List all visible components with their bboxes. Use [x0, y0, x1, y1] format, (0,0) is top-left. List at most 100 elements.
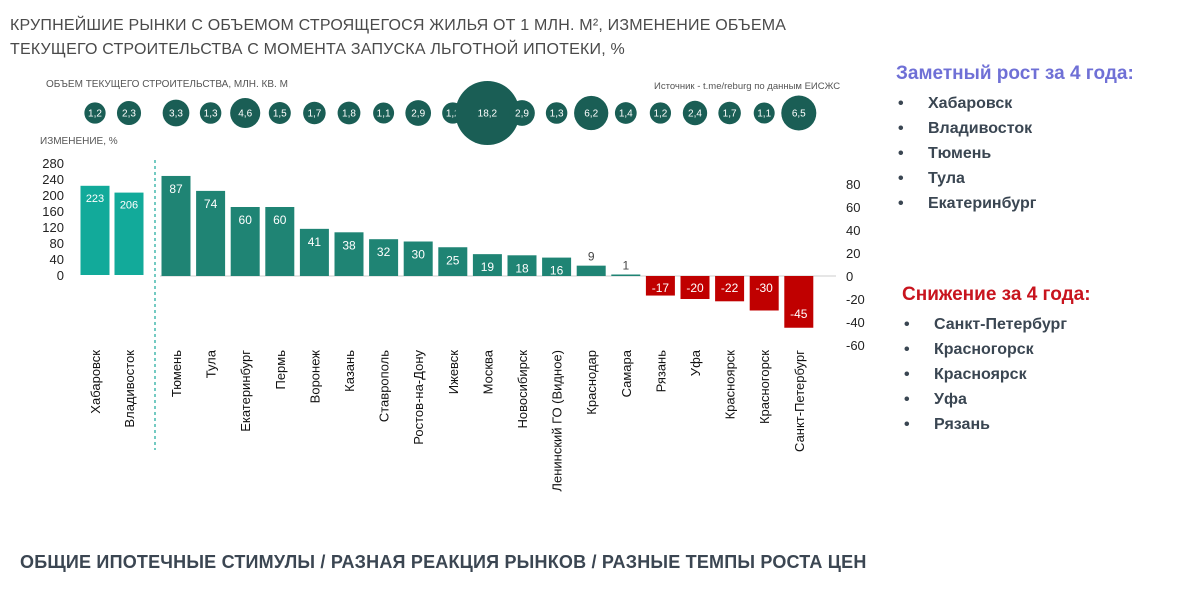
- volume-bubble: [337, 101, 361, 125]
- right-y-tick-label: 20: [846, 246, 860, 261]
- bar-value-label: -22: [721, 281, 739, 295]
- volume-bubble-label: 1,3: [204, 109, 218, 120]
- category-label: Екатеринбург: [238, 350, 253, 432]
- source-note: Источник - t.me/reburg по данным ЕИСЖС: [654, 81, 841, 92]
- right-y-tick-label: 60: [846, 200, 860, 215]
- bullet-icon: •: [898, 95, 904, 112]
- volume-bubble: [116, 100, 142, 126]
- bar-value-label: 41: [308, 235, 322, 249]
- volume-bubble-label: 1,3: [550, 109, 564, 120]
- decline-list-item: • Санкт-Петербург: [902, 312, 1091, 337]
- right-y-tick-label: 80: [846, 177, 860, 192]
- left-y-tick-label: 120: [42, 220, 64, 235]
- bullet-icon: •: [898, 145, 904, 162]
- volume-bubble-label: 2,9: [515, 109, 529, 120]
- category-label: Казань: [342, 350, 357, 392]
- bar-value-label: 74: [204, 197, 218, 211]
- bar: [196, 190, 226, 276]
- bar-value-label: 223: [86, 193, 104, 205]
- volume-bubble: [682, 100, 708, 126]
- decline-list-item: • Красногорск: [902, 337, 1091, 362]
- bullet-icon: •: [904, 316, 910, 333]
- volume-bubble: [781, 95, 817, 131]
- decline-list-item: • Рязань: [902, 412, 1091, 437]
- bar: [114, 192, 144, 275]
- bar-value-label: 38: [342, 238, 356, 252]
- bullet-icon: •: [904, 391, 910, 408]
- category-label: Хабаровск: [88, 350, 103, 414]
- left-y-tick-label: 200: [42, 188, 64, 203]
- volume-bubble-label: 1,2: [653, 109, 667, 120]
- category-label: Новосибирск: [515, 350, 530, 429]
- growth-list-item: • Хабаровск: [896, 91, 1134, 116]
- bar: [438, 247, 468, 276]
- right-y-tick-label: -40: [846, 315, 865, 330]
- bar: [472, 254, 502, 276]
- volume-bubble-label: 2,9: [411, 109, 425, 120]
- decline-panel: Снижение за 4 года: • Санкт-Петербург • Кр…: [902, 284, 1091, 437]
- volume-bubble: [753, 102, 775, 124]
- chart-title: КРУПНЕЙШИЕ РЫНКИ С ОБЪЕМОМ СТРОЯЩЕГОСЯ Ж…: [10, 14, 830, 62]
- bar-value-label: 19: [481, 260, 495, 274]
- category-label: Воронеж: [307, 350, 322, 404]
- decline-list-item: • Красноярск: [902, 362, 1091, 387]
- volume-bubble-label: 1,8: [342, 109, 356, 120]
- volume-bubble-label: 1,2: [446, 109, 460, 120]
- bar: [749, 276, 779, 311]
- growth-list-item: • Владивосток: [896, 116, 1134, 141]
- volume-bubble-label: 4,6: [238, 109, 252, 120]
- chart-title-line-1: КРУПНЕЙШИЕ РЫНКИ С ОБЪЕМОМ СТРОЯЩЕГОСЯ Ж…: [10, 17, 787, 34]
- bar: [715, 276, 745, 302]
- bar: [645, 276, 675, 296]
- bar: [403, 241, 433, 276]
- category-label: Красноярск: [723, 350, 738, 420]
- right-y-tick-label: 0: [846, 269, 853, 284]
- volume-bubble-label: 3,3: [169, 109, 183, 120]
- category-label: Тула: [204, 349, 219, 378]
- volume-bubble-label: 1,7: [307, 109, 321, 120]
- growth-list: • Хабаровск • Владивосток • Тюмень • Тула • Е…: [896, 91, 1134, 216]
- bullet-icon: •: [904, 341, 910, 358]
- category-label: Самара: [619, 349, 634, 397]
- bar: [80, 185, 110, 275]
- left-y-tick-label: 160: [42, 204, 64, 219]
- category-label: Москва: [480, 349, 495, 394]
- volume-bubble: [84, 102, 106, 124]
- growth-heading: Заметный рост за 4 года:: [896, 63, 1134, 84]
- bar: [542, 257, 572, 276]
- bullet-icon: •: [898, 195, 904, 212]
- bar-chart: 04080120160200240280-60-40-2002040608022…: [42, 81, 865, 492]
- category-label: Ленинский ГО (Видное): [550, 350, 565, 492]
- volume-bubble: [268, 101, 291, 125]
- volume-bubble: [162, 99, 190, 127]
- volume-bubble-label: 1,5: [273, 109, 287, 120]
- volume-bubble-label: 18,2: [478, 109, 498, 120]
- bar: [334, 232, 364, 276]
- category-label: Ростов-на-Дону: [411, 350, 426, 445]
- volume-bubble-label: 6,2: [584, 109, 598, 120]
- bullet-icon: •: [898, 170, 904, 187]
- bar-value-label: 60: [239, 213, 253, 227]
- volume-bubble: [303, 101, 326, 125]
- bullet-icon: •: [904, 366, 910, 383]
- bar-value-label: 25: [446, 253, 460, 267]
- bar-value-label: 18: [515, 261, 529, 275]
- left-y-tick-label: 280: [42, 156, 64, 171]
- volume-bubble: [718, 101, 741, 125]
- right-y-tick-label: -60: [846, 338, 865, 353]
- decline-heading: Снижение за 4 года:: [902, 284, 1091, 305]
- bar: [369, 239, 399, 276]
- bar-value-label: 87: [169, 182, 183, 196]
- decline-list: • Санкт-Петербург • Красногорск • Красноярс…: [902, 312, 1091, 437]
- bar: [507, 255, 537, 276]
- bar-value-label: -45: [790, 307, 808, 321]
- volume-bubble-label: 1,7: [723, 109, 737, 120]
- left-y-tick-label: 240: [42, 172, 64, 187]
- left-y-tick-label: 0: [57, 268, 64, 283]
- volume-bubble: [405, 100, 432, 126]
- volume-bubble: [545, 102, 568, 124]
- left-y-tick-label: 40: [50, 252, 64, 267]
- bar: [784, 276, 814, 328]
- decline-list-item: • Уфа: [902, 387, 1091, 412]
- bar: [230, 207, 260, 276]
